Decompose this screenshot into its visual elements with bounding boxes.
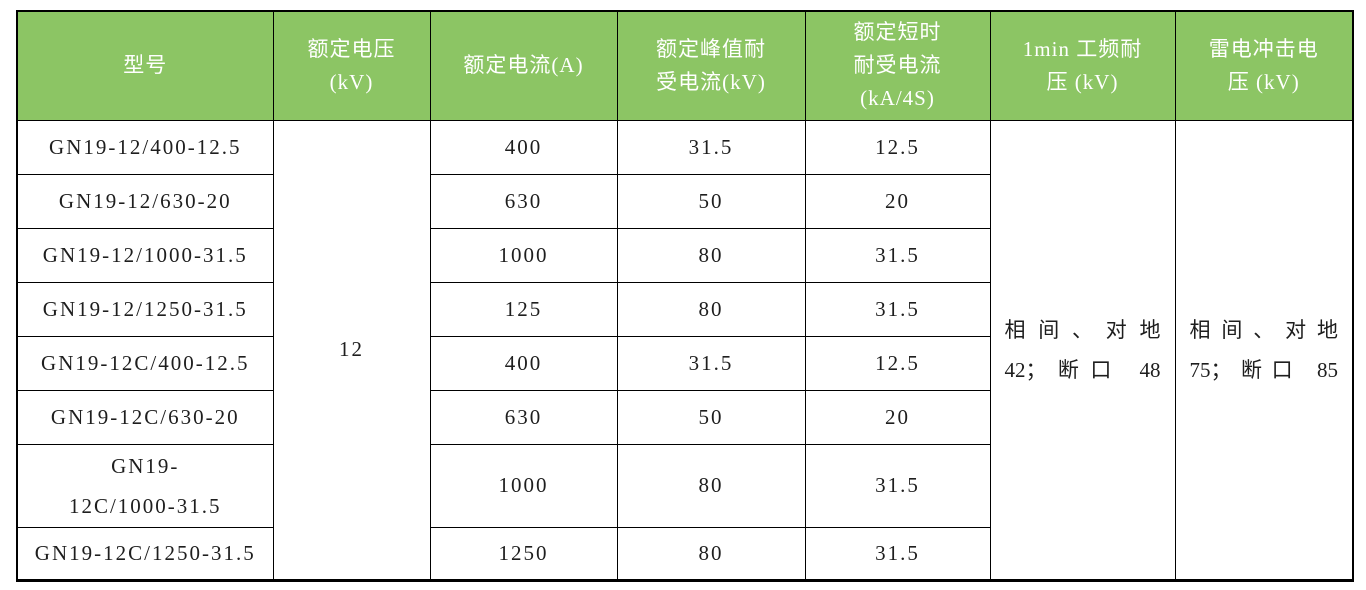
current-cell: 1000 [429, 227, 618, 283]
text-line: 1min 工频耐 [1022, 36, 1143, 61]
text-line: 额定电流(A) [463, 53, 584, 78]
table-body: GN19-12/400-12.5 12 400 31.5 12.5 相间、对地 42；断口 … [16, 119, 1354, 581]
table-row: GN19-12C/1250-31.5 1250 80 31.5 [16, 526, 1353, 581]
text-line: 额定短时 [853, 20, 942, 45]
model-cell: GN19-12/1250-31.5 [16, 281, 274, 337]
peak-current-cell: 50 [616, 173, 806, 229]
text-line: GN19-12/1000-31.5 [42, 243, 248, 267]
model-cell: GN19-12/630-20 [16, 173, 274, 229]
peak-current-cell: 50 [616, 389, 806, 445]
header-row: 型号 额定电压 (kV) 额定电流(A) 额定峰值耐受电流(kV) 额定短时耐受电流 (kA… [16, 10, 1354, 121]
table-row: GN19-12/630-20 630 50 20 [16, 173, 1353, 229]
peak-current-cell: 80 [616, 443, 806, 528]
model-cell: GN19- 12C/1000-31.5 [16, 443, 274, 528]
header-cell-power-freq: 1min 工频耐压 (kV) [989, 10, 1176, 121]
header-cell-lightning: 雷电冲击电压 (kV) [1174, 10, 1354, 121]
peak-current-cell: 31.5 [616, 335, 806, 391]
model-cell: GN19-12/400-12.5 [16, 119, 274, 175]
model-cell: GN19-12C/630-20 [16, 389, 274, 445]
table-header: 型号 额定电压 (kV) 额定电流(A) 额定峰值耐受电流(kV) 额定短时耐受电流 (kA… [16, 10, 1354, 121]
short-time-current-cell: 31.5 [804, 443, 991, 528]
current-cell: 125 [429, 281, 618, 337]
table-row: GN19-12/1000-31.5 1000 80 31.5 [16, 227, 1353, 283]
model-cell: GN19-12C/400-12.5 [16, 335, 274, 391]
header-cell-rated-current: 额定电流(A) [429, 10, 618, 121]
text-line: 雷电冲击电 [1208, 36, 1319, 61]
text-line: 75；断口 85 [1189, 357, 1339, 382]
header-cell-rated-voltage: 额定电压 (kV) [272, 10, 431, 121]
table-row: GN19-12/1250-31.5 125 80 31.5 [16, 281, 1353, 337]
peak-current-cell: 80 [616, 526, 806, 581]
text-line: 相间、对地 [1004, 317, 1161, 342]
short-time-current-cell: 31.5 [804, 526, 991, 581]
text-line: 耐受电流 [853, 53, 942, 78]
text-line: 压 (kV) [1046, 69, 1119, 94]
rated-voltage-merged-cell: 12 [272, 119, 431, 581]
short-time-current-cell: 20 [804, 173, 991, 229]
text-line: 相间、对地 [1189, 317, 1339, 342]
power-freq-merged-cell: 相间、对地 42；断口 48 [989, 119, 1176, 581]
model-cell: GN19-12C/1250-31.5 [16, 526, 274, 581]
text-line: (kA/4S) [860, 86, 935, 111]
current-cell: 1250 [429, 526, 618, 581]
table-row: GN19-12C/630-20 630 50 20 [16, 389, 1353, 445]
current-cell: 400 [429, 335, 618, 391]
text-line: 压 (kV) [1227, 69, 1300, 94]
model-cell: GN19-12/1000-31.5 [16, 227, 274, 283]
short-time-current-cell: 12.5 [804, 119, 991, 175]
spec-table: 型号 额定电压 (kV) 额定电流(A) 额定峰值耐受电流(kV) 额定短时耐受电流 (kA… [16, 10, 1354, 582]
text-line: GN19-12/1250-31.5 [42, 297, 248, 321]
text-line: (kV) [329, 69, 374, 94]
table-row: GN19-12/400-12.5 12 400 31.5 12.5 相间、对地 42；断口 … [16, 119, 1354, 581]
short-time-current-cell: 31.5 [804, 281, 991, 337]
text-line: GN19- [111, 453, 180, 478]
current-cell: 630 [429, 173, 618, 229]
peak-current-cell: 80 [616, 281, 806, 337]
current-cell: 630 [429, 389, 618, 445]
short-time-current-cell: 20 [804, 389, 991, 445]
text-line: 额定电压 [307, 36, 396, 61]
text-line: 受电流(kV) [656, 69, 766, 94]
text-line: 42；断口 48 [1004, 357, 1161, 382]
text-line: 型号 [123, 53, 168, 78]
header-cell-model: 型号 [16, 10, 274, 121]
short-time-current-cell: 31.5 [804, 227, 991, 283]
header-cell-short-time: 额定短时耐受电流 (kA/4S) [804, 10, 991, 121]
text-line: GN19-12/630-20 [58, 189, 232, 213]
text-line: GN19-12C/400-12.5 [41, 351, 250, 375]
text-line: GN19-12/400-12.5 [49, 135, 242, 159]
table-row: GN19- 12C/1000-31.5 1000 80 31.5 [16, 443, 1353, 528]
peak-current-cell: 80 [616, 227, 806, 283]
current-cell: 400 [429, 119, 618, 175]
current-cell: 1000 [429, 443, 618, 528]
peak-current-cell: 31.5 [616, 119, 806, 175]
lightning-merged-cell: 相间、对地 75；断口 85 [1174, 119, 1354, 581]
header-cell-peak-current: 额定峰值耐受电流(kV) [616, 10, 806, 121]
text-line: GN19-12C/1250-31.5 [34, 541, 256, 565]
text-line: GN19-12C/630-20 [50, 405, 240, 429]
short-time-current-cell: 12.5 [804, 335, 991, 391]
text-line: 额定峰值耐 [656, 36, 766, 61]
text-line: 12C/1000-31.5 [68, 493, 222, 518]
